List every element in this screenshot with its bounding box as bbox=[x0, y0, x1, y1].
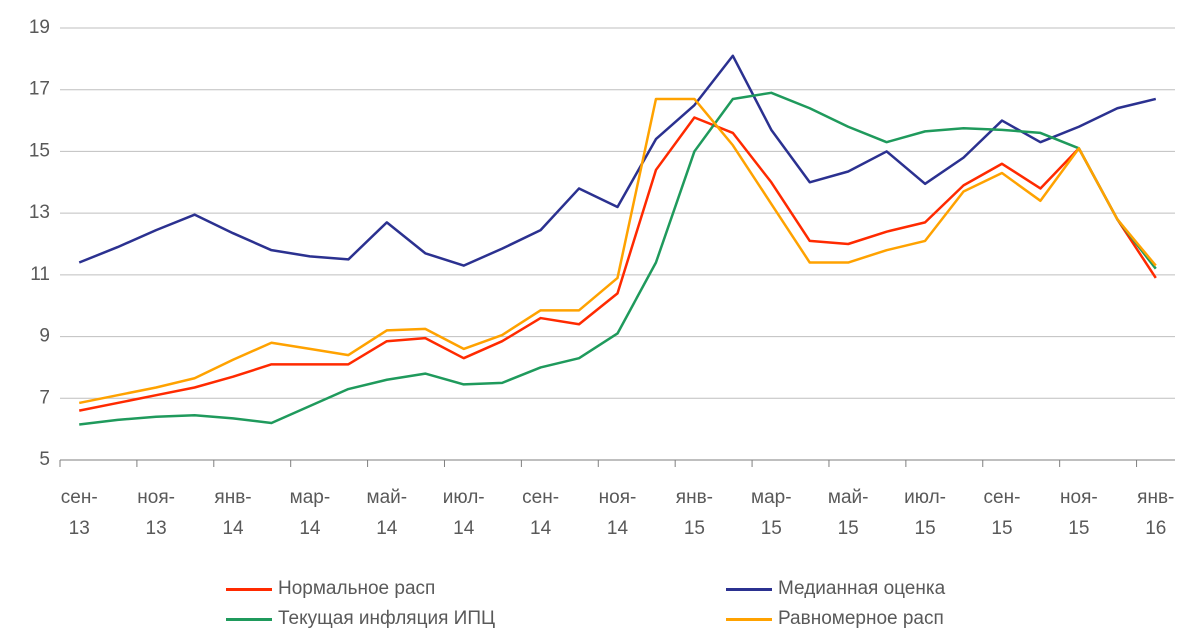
legend-item: Текущая инфляция ИПЦ bbox=[226, 608, 495, 630]
legend-swatch bbox=[226, 617, 272, 621]
x-tick-label: сен- 15 bbox=[983, 487, 1021, 539]
y-tick-label: 9 bbox=[39, 326, 50, 347]
x-tick-label: май- 14 bbox=[366, 487, 408, 539]
legend-label: Нормальное расп bbox=[278, 578, 436, 599]
legend-label: Равномерное расп bbox=[778, 608, 944, 629]
x-tick-label: янв- 15 bbox=[675, 487, 713, 539]
x-tick-label: сен- 13 bbox=[60, 487, 98, 539]
x-tick-label: ноя- 14 bbox=[598, 487, 637, 539]
legend-swatch bbox=[726, 617, 772, 621]
y-tick-label: 7 bbox=[39, 387, 50, 408]
legend-item: Медианная оценка bbox=[726, 578, 945, 600]
x-tick-label: май- 15 bbox=[827, 487, 869, 539]
x-tick-label: мар- 15 bbox=[751, 487, 792, 539]
x-tick-label: сен- 14 bbox=[522, 487, 560, 539]
x-tick-label: мар- 14 bbox=[289, 487, 331, 539]
legend-label: Текущая инфляция ИПЦ bbox=[278, 608, 496, 629]
y-tick-label: 19 bbox=[29, 17, 50, 38]
series-line bbox=[78, 54, 1157, 267]
y-tick-label: 15 bbox=[29, 140, 50, 161]
legend-item: Равномерное расп bbox=[726, 608, 944, 630]
legend-swatch bbox=[226, 587, 272, 591]
x-tick-label: ноя- 13 bbox=[137, 487, 175, 539]
y-tick-label: 17 bbox=[29, 79, 50, 100]
legend-label: Медианная оценка bbox=[778, 578, 946, 599]
x-tick-label: янв- 14 bbox=[214, 487, 252, 539]
legend-swatch bbox=[726, 587, 772, 591]
series-line bbox=[78, 116, 1157, 412]
series-line bbox=[79, 91, 1157, 426]
x-tick-label: июл- 14 bbox=[442, 487, 485, 539]
y-tick-label: 5 bbox=[39, 449, 50, 470]
series-line bbox=[78, 97, 1157, 405]
x-tick-label: июл- 15 bbox=[904, 487, 946, 539]
x-tick-label: янв- 16 bbox=[1137, 487, 1175, 539]
y-tick-label: 13 bbox=[29, 202, 50, 223]
legend-item: Нормальное расп bbox=[226, 578, 435, 600]
y-tick-label: 11 bbox=[30, 264, 50, 285]
x-tick-label: ноя- 15 bbox=[1060, 487, 1098, 539]
